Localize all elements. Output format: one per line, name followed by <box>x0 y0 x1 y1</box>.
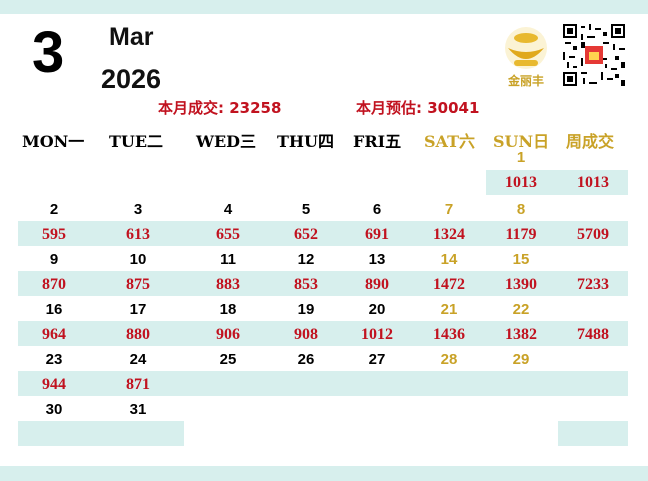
day-value: 875 <box>126 276 150 293</box>
logo-text: 金丽丰 <box>507 74 544 88</box>
day-number: 6 <box>372 201 382 218</box>
day-number: 18 <box>219 301 237 318</box>
day-number: 12 <box>297 251 315 268</box>
day-value: 1382 <box>505 326 537 343</box>
day-number: 26 <box>297 351 315 368</box>
day-number: 11 <box>220 251 236 268</box>
day-number: 27 <box>368 351 386 368</box>
day-number: 23 <box>45 351 63 368</box>
day-number: 5 <box>301 201 311 218</box>
day-number: 13 <box>368 251 386 268</box>
day-number: 29 <box>512 351 530 368</box>
weekday-header: MON一 <box>22 132 85 151</box>
weekday-header: FRI五 <box>353 132 402 151</box>
row-band <box>18 321 628 346</box>
day-value: 944 <box>42 376 66 393</box>
day-value: 890 <box>365 276 389 293</box>
day-value: 883 <box>216 276 240 293</box>
day-value: 1436 <box>433 326 465 343</box>
week-total: 7233 <box>577 276 609 293</box>
day-value: 870 <box>42 276 66 293</box>
day-value: 652 <box>294 226 318 243</box>
day-number: 31 <box>129 401 147 418</box>
day-number: 19 <box>297 301 315 318</box>
coin-bowl-icon <box>505 27 547 69</box>
day-number: 17 <box>129 301 147 318</box>
weekday-header: TUE二 <box>109 132 164 151</box>
day-number: 21 <box>440 301 458 318</box>
week-total: 7488 <box>577 326 609 343</box>
week-total: 1013 <box>577 174 609 191</box>
day-number: 1 <box>516 149 526 166</box>
day-value: 853 <box>294 276 318 293</box>
day-number: 8 <box>516 201 526 218</box>
day-number: 10 <box>129 251 147 268</box>
day-value: 1390 <box>505 276 537 293</box>
day-value: 964 <box>42 326 66 343</box>
day-number: 3 <box>133 201 143 218</box>
weekday-header: 周成交 <box>566 132 615 151</box>
bottom-band <box>0 466 648 481</box>
day-number: 2 <box>49 201 59 218</box>
day-number: 22 <box>512 301 530 318</box>
day-value: 595 <box>42 226 66 243</box>
row-band <box>486 170 628 195</box>
day-number: 7 <box>444 201 454 218</box>
day-number: 9 <box>49 251 59 268</box>
weekday-header: WED三 <box>196 132 257 151</box>
day-value: 871 <box>126 376 150 393</box>
day-value: 1324 <box>433 226 465 243</box>
day-value: 1012 <box>361 326 393 343</box>
weekday-header: SUN日 <box>493 132 550 151</box>
day-number: 16 <box>45 301 63 318</box>
day-number: 24 <box>129 351 147 368</box>
day-number: 25 <box>219 351 237 368</box>
day-value: 908 <box>294 326 318 343</box>
row-band <box>18 221 628 246</box>
row-band <box>18 371 628 396</box>
row-band <box>18 271 628 296</box>
row-band <box>558 421 628 446</box>
week-total: 5709 <box>577 226 609 243</box>
day-number: 28 <box>440 351 458 368</box>
qr-code-icon <box>563 24 625 86</box>
day-value: 880 <box>126 326 150 343</box>
month-forecast: 本月预估: 30041 <box>356 99 480 117</box>
row-band <box>18 421 184 446</box>
day-value: 691 <box>365 226 389 243</box>
day-number: 15 <box>512 251 530 268</box>
top-band <box>0 0 648 14</box>
month-number: 3 <box>32 20 65 85</box>
day-value: 1179 <box>505 226 537 243</box>
month-name: Mar <box>109 23 154 51</box>
day-number: 14 <box>440 251 458 268</box>
day-number: 4 <box>223 201 233 218</box>
day-value: 1472 <box>433 276 465 293</box>
day-value: 1013 <box>505 174 537 191</box>
year: 2026 <box>101 64 162 94</box>
weekday-header: SAT六 <box>424 132 476 151</box>
month-total: 本月成交: 23258 <box>158 99 282 117</box>
day-value: 613 <box>126 226 150 243</box>
day-number: 30 <box>45 401 63 418</box>
day-number: 20 <box>368 301 386 318</box>
day-value: 906 <box>216 326 240 343</box>
weekday-header: THU四 <box>277 132 334 151</box>
day-value: 655 <box>216 226 240 243</box>
